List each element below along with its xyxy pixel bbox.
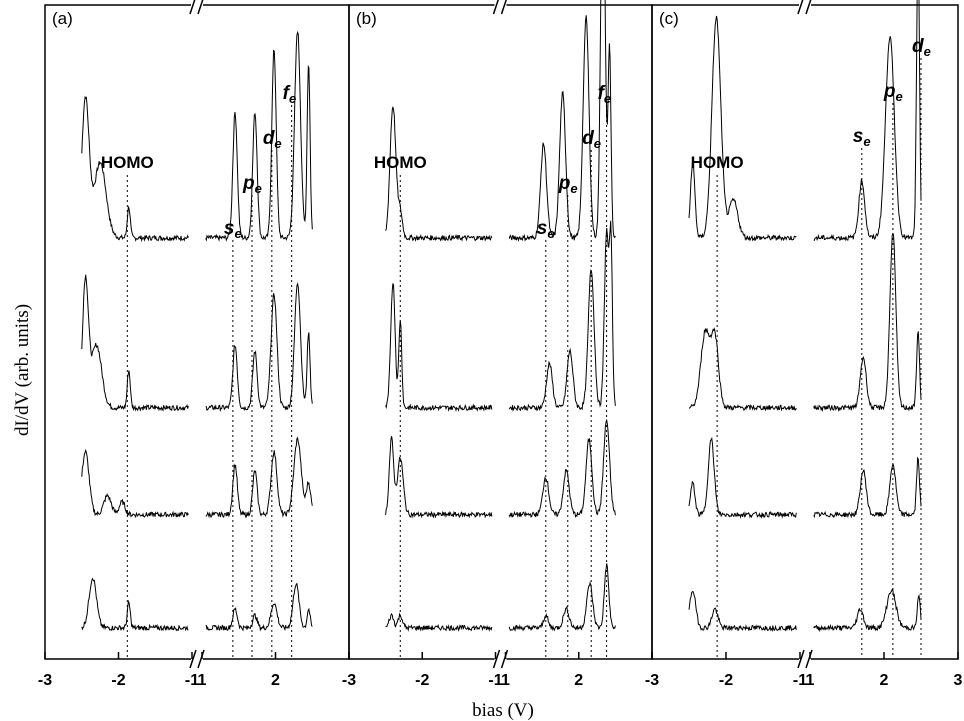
x-tick-label: 2 xyxy=(880,672,889,689)
level-letter: f xyxy=(283,83,291,104)
homo-label: HOMO xyxy=(101,153,154,172)
x-axis-title: bias (V) xyxy=(472,700,534,721)
level-letter: s xyxy=(537,218,548,239)
spectrum-trace-0-positive xyxy=(205,30,313,242)
panel-label: (b) xyxy=(356,9,377,28)
spectrum-trace-0-positive xyxy=(813,0,922,242)
level-subscript: e xyxy=(289,91,296,106)
x-tick-label: 2 xyxy=(574,672,583,689)
level-label-s: se xyxy=(224,218,242,241)
x-tick-label: 2 xyxy=(271,672,280,689)
x-tick-label: -2 xyxy=(719,672,733,689)
spectrum-trace-2-negative xyxy=(385,436,493,519)
level-label-s: se xyxy=(537,218,555,241)
level-subscript: e xyxy=(594,136,601,151)
x-tick-label: -3 xyxy=(342,672,356,689)
level-subscript: e xyxy=(895,89,902,104)
spectrum-trace-3-negative xyxy=(385,612,493,632)
homo-label: HOMO xyxy=(374,153,427,172)
level-letter: p xyxy=(558,173,571,194)
x-tick-label: -3 xyxy=(38,672,52,689)
spectrum-trace-2-positive xyxy=(813,456,922,519)
spectrum-trace-2-negative xyxy=(81,448,189,519)
level-letter: d xyxy=(912,36,924,57)
spectrum-trace-1-negative xyxy=(385,283,493,412)
spectrum-trace-0-negative xyxy=(688,15,797,242)
level-subscript: e xyxy=(274,136,281,151)
level-letter: s xyxy=(224,218,235,239)
level-letter: s xyxy=(853,126,864,147)
spectrum-trace-2-negative xyxy=(688,436,797,519)
panel-label: (c) xyxy=(659,9,679,28)
spectrum-trace-1-positive xyxy=(205,281,313,413)
panel-frame xyxy=(651,4,959,660)
x-tick-label: -2 xyxy=(415,672,429,689)
level-subscript: e xyxy=(234,226,241,241)
axis-break-mark xyxy=(500,0,507,15)
x-tick-label: -2 xyxy=(111,672,125,689)
x-tick-label: -1 xyxy=(488,672,502,689)
axis-break-mark xyxy=(189,649,197,669)
spectrum-trace-3-positive xyxy=(205,582,313,632)
spectrum-trace-3-positive xyxy=(813,588,922,633)
level-subscript: e xyxy=(570,181,577,196)
spectrum-trace-0-positive xyxy=(508,0,616,243)
level-letter: d xyxy=(582,128,594,149)
panel-label: (a) xyxy=(52,9,73,28)
x-tick-label: -3 xyxy=(645,672,659,689)
level-label-p: pe xyxy=(558,173,578,196)
axis-break-mark xyxy=(797,0,804,15)
x-tick-label: 1 xyxy=(501,672,510,689)
level-subscript: e xyxy=(604,91,611,106)
level-subscript: e xyxy=(863,134,870,149)
x-tick-label: 3 xyxy=(954,672,963,689)
spectrum-trace-1-positive xyxy=(508,220,616,412)
axis-break-mark xyxy=(492,0,499,15)
level-label-d: de xyxy=(263,128,282,151)
x-tick-label: -1 xyxy=(185,672,199,689)
x-tick-label: -1 xyxy=(793,672,807,689)
axis-break-mark xyxy=(805,649,813,669)
panels-group: (a)HOMOsepedefe(b)HOMOsepedefe(c)HOMOsep… xyxy=(44,0,959,669)
axis-break-mark xyxy=(197,649,205,669)
level-subscript: e xyxy=(547,226,554,241)
spectrum-trace-3-negative xyxy=(81,577,189,632)
y-axis-title: dI/dV (arb. units) xyxy=(12,304,33,436)
panel-frame xyxy=(44,4,350,660)
homo-label: HOMO xyxy=(691,153,744,172)
axis-break-mark xyxy=(189,0,196,15)
level-label-f: fe xyxy=(598,83,612,106)
axis-break-mark xyxy=(197,0,204,15)
x-axis-ticks: -3 -2 -11 2 -3 -2 -11 2 -3 -2 -11 2 3 xyxy=(38,652,963,689)
spectrum-trace-3-negative xyxy=(688,591,797,633)
spectrum-trace-3-positive xyxy=(508,563,616,632)
x-tick-label: 1 xyxy=(198,672,207,689)
spectrum-trace-0-negative xyxy=(385,106,493,243)
axis-break-mark xyxy=(797,649,805,669)
level-label-d: de xyxy=(912,36,931,59)
level-label-d: de xyxy=(582,128,601,151)
axis-break-mark xyxy=(492,649,501,669)
level-subscript: e xyxy=(924,44,931,59)
spectrum-trace-0-negative xyxy=(81,95,189,243)
spectrum-trace-1-negative xyxy=(688,327,797,412)
level-label-s: se xyxy=(853,126,871,149)
level-letter: f xyxy=(598,83,606,104)
level-label-f: fe xyxy=(283,83,297,106)
axis-break-mark xyxy=(805,0,812,15)
spectrum-trace-2-positive xyxy=(205,436,313,519)
spectrum-trace-1-positive xyxy=(813,232,922,413)
x-tick-label: 1 xyxy=(806,672,815,689)
axis-break-mark xyxy=(500,649,509,669)
spectrum-trace-1-negative xyxy=(81,274,189,412)
spectrum-trace-2-positive xyxy=(508,418,616,518)
level-letter: d xyxy=(263,128,275,149)
